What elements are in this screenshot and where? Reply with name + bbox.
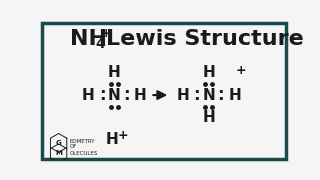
Text: +: + <box>100 27 111 40</box>
Text: H: H <box>108 65 121 80</box>
Text: H: H <box>202 65 215 80</box>
Text: NH: NH <box>70 29 107 49</box>
Text: H: H <box>106 132 118 147</box>
Text: N: N <box>202 87 215 103</box>
Text: :: : <box>99 86 106 104</box>
Text: N: N <box>108 87 121 103</box>
Text: H: H <box>228 87 241 103</box>
Text: +: + <box>235 64 246 77</box>
Text: H: H <box>202 110 215 125</box>
Text: OLECULES: OLECULES <box>70 151 98 156</box>
Text: OF: OF <box>70 144 77 149</box>
Text: :: : <box>218 86 224 104</box>
Text: H: H <box>134 87 147 103</box>
FancyBboxPatch shape <box>43 23 285 159</box>
Text: G: G <box>56 140 61 146</box>
Text: EOMETRY: EOMETRY <box>70 139 95 144</box>
Text: H: H <box>176 87 189 103</box>
Text: H: H <box>82 87 95 103</box>
Text: 4: 4 <box>95 37 105 51</box>
Text: :: : <box>123 86 130 104</box>
Text: :: : <box>193 86 200 104</box>
Text: +: + <box>118 129 128 142</box>
Text: M: M <box>55 150 62 156</box>
Text: Lewis Structure: Lewis Structure <box>106 29 303 49</box>
